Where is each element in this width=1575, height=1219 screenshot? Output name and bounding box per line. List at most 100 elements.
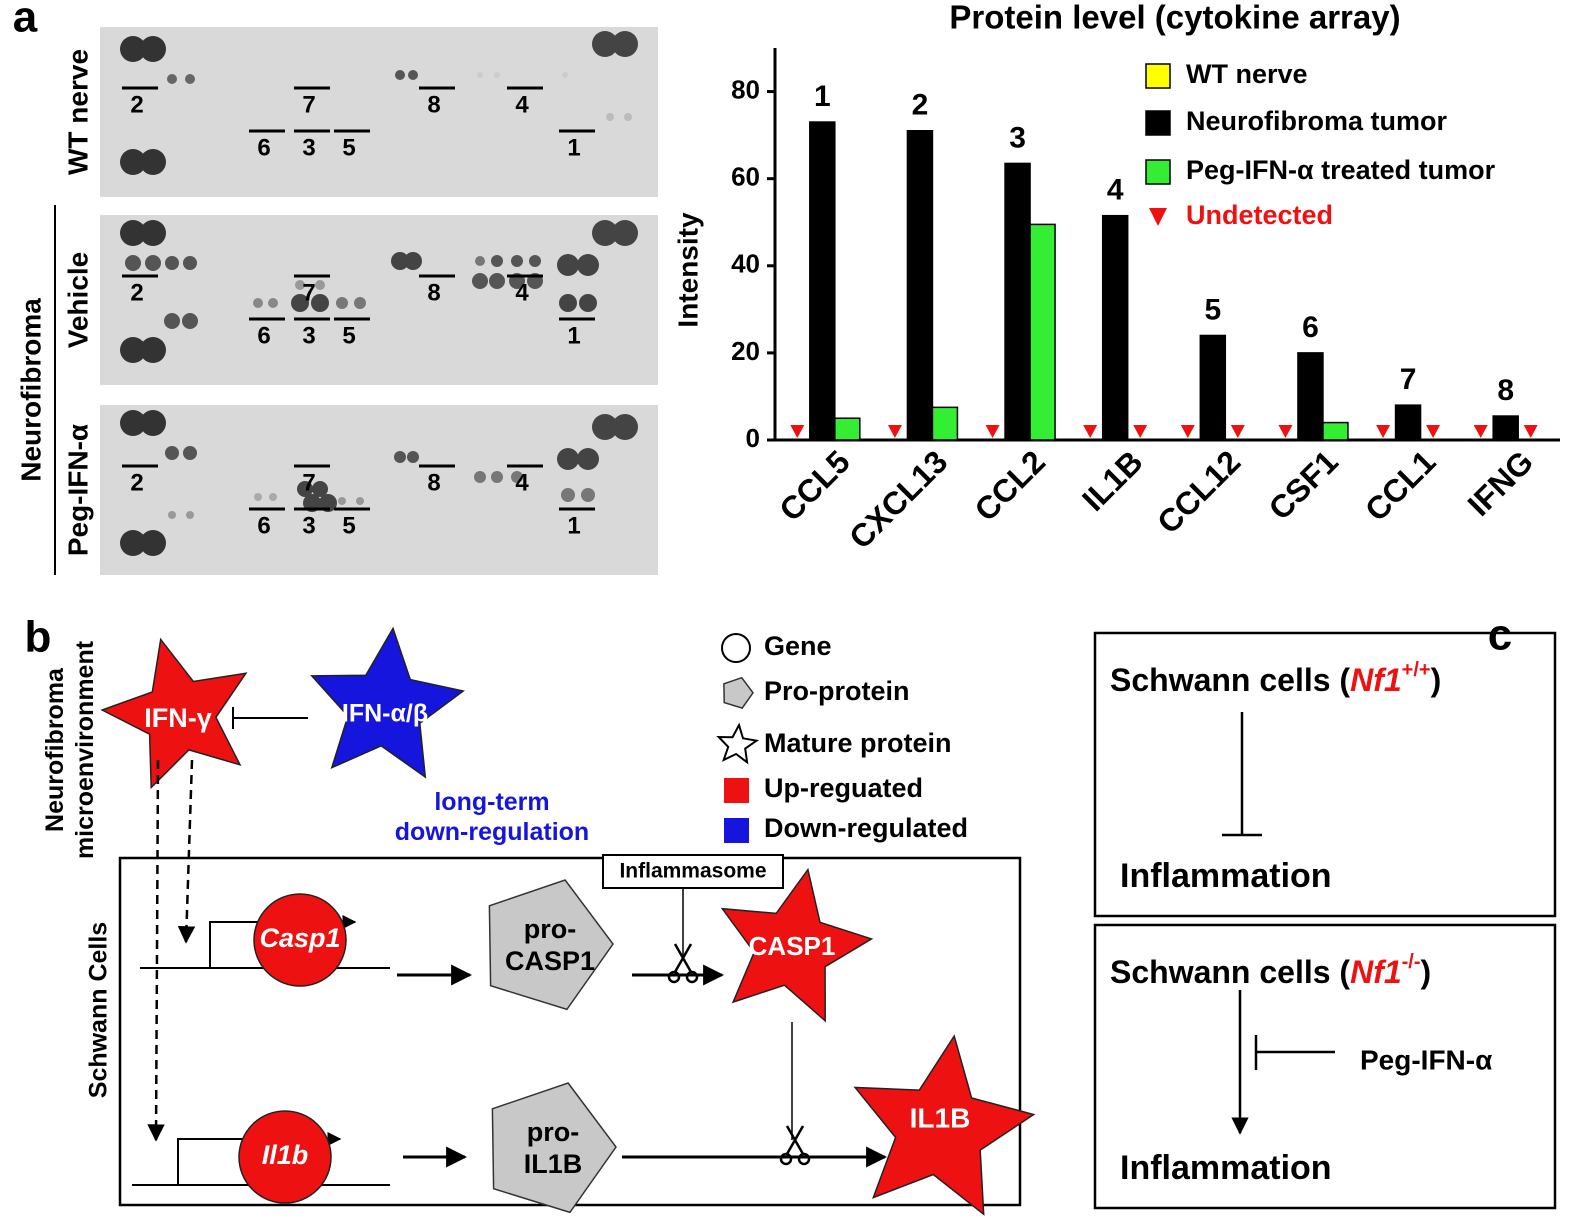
- label: Inflammation: [1120, 1149, 1332, 1187]
- blot-spot: [253, 298, 263, 308]
- blot-spot: [404, 252, 422, 270]
- inflammasome-box: [602, 854, 784, 889]
- blot-spot: [592, 220, 618, 246]
- label: b: [25, 613, 52, 662]
- bar: [1492, 415, 1519, 441]
- spot-number: 3: [302, 512, 315, 539]
- spot-number: 4: [515, 469, 529, 496]
- blot-spot: [477, 72, 483, 78]
- blot-spot: [581, 488, 595, 502]
- label: IL1B: [524, 1149, 583, 1179]
- blot: [100, 405, 658, 575]
- label: Schwann cells (: [1110, 954, 1350, 990]
- x-tick-label: CCL5: [772, 443, 857, 528]
- blot-spot: [120, 149, 146, 175]
- legend-down: [724, 818, 749, 843]
- blot-spot: [474, 471, 486, 483]
- bar-label: 6: [1302, 311, 1319, 344]
- legend-swatch: [1145, 63, 1171, 89]
- bar: [1029, 223, 1056, 441]
- bar: [1322, 421, 1349, 441]
- label: IFN-α/β: [342, 700, 428, 728]
- blot-spot: [120, 220, 146, 246]
- x-tick-label: IFNG: [1461, 443, 1541, 523]
- blot-spot: [182, 313, 198, 329]
- blot-spot: [612, 31, 638, 57]
- bar-label: 2: [912, 89, 929, 122]
- blot-spot: [559, 294, 577, 312]
- connector: [177, 759, 196, 944]
- blot-spot: [295, 280, 305, 290]
- spot-number: 7: [302, 279, 315, 306]
- spot-number: 8: [427, 469, 440, 496]
- label: pro-CASP1: [505, 914, 595, 976]
- legend-label: Undetected: [1186, 200, 1333, 230]
- legend-label: Up-reguated: [764, 773, 923, 803]
- label: microenvironment: [71, 640, 99, 859]
- blot-spot: [356, 497, 364, 505]
- x-tick-label: CCL1: [1358, 443, 1443, 528]
- bar-label: 5: [1204, 293, 1221, 326]
- blot-spot: [140, 337, 166, 363]
- label: Nf1: [1350, 662, 1402, 698]
- label: Inflammation: [1120, 857, 1332, 895]
- blot-spot: [475, 256, 485, 266]
- blot-spot: [164, 313, 180, 329]
- scissors: [673, 943, 693, 973]
- spot-number: 6: [257, 322, 270, 349]
- label: Schwann Cells: [85, 922, 113, 1098]
- label: c: [1488, 611, 1512, 660]
- label: Nf1: [1350, 954, 1402, 990]
- blot-spot: [395, 70, 405, 80]
- blot-spot: [120, 36, 146, 62]
- blot-spot: [120, 337, 146, 363]
- scissors: [797, 1152, 811, 1166]
- blot-spot: [254, 493, 262, 501]
- spot-number: 7: [302, 91, 315, 118]
- blot-spot: [511, 255, 523, 267]
- undetected-marker: [1133, 425, 1148, 438]
- label: IL1B: [910, 1102, 971, 1133]
- blot-spot: [391, 252, 409, 270]
- gene: [253, 893, 347, 987]
- spot-number: 6: [257, 512, 270, 539]
- blot-spot: [315, 280, 325, 290]
- blot-spot: [120, 530, 146, 556]
- label: a: [13, 0, 38, 42]
- blot-spot: [592, 414, 618, 440]
- blot-spot: [268, 298, 278, 308]
- spot-number: 5: [342, 322, 355, 349]
- bar: [1199, 334, 1227, 441]
- scissors: [779, 1152, 793, 1166]
- gene: [238, 1110, 332, 1204]
- blot-spot: [185, 74, 195, 84]
- pro-protein: [488, 879, 614, 1011]
- blot-spot: [489, 273, 505, 289]
- blot-spot: [472, 273, 488, 289]
- blot-row-label: Vehicle: [62, 252, 93, 349]
- spot-number: 2: [130, 469, 143, 496]
- blot-spot: [592, 31, 618, 57]
- label: Neurofibromamicroenvironment: [41, 640, 99, 859]
- spot-number: 3: [302, 322, 315, 349]
- outcome-box: [1093, 923, 1557, 1210]
- label: long-term down-regulation: [395, 788, 589, 846]
- connector: [147, 759, 165, 1142]
- spot-number: 2: [130, 279, 143, 306]
- blot-spot: [186, 511, 194, 519]
- label: ): [1431, 662, 1442, 698]
- undetected-marker: [1523, 425, 1538, 438]
- spot-number: 2: [130, 91, 143, 118]
- blot-spot: [561, 488, 575, 502]
- spot-number: 1: [567, 322, 580, 349]
- spot-number: 1: [567, 512, 580, 539]
- bar: [1394, 404, 1422, 441]
- x-tick-label: IL1B: [1075, 443, 1149, 517]
- blot-spot: [168, 511, 176, 519]
- bar: [834, 417, 861, 441]
- star: [853, 1034, 1036, 1216]
- blot-spot: [312, 481, 328, 497]
- bar-label: 4: [1107, 174, 1124, 207]
- legend-label: Down-regulated: [764, 813, 968, 843]
